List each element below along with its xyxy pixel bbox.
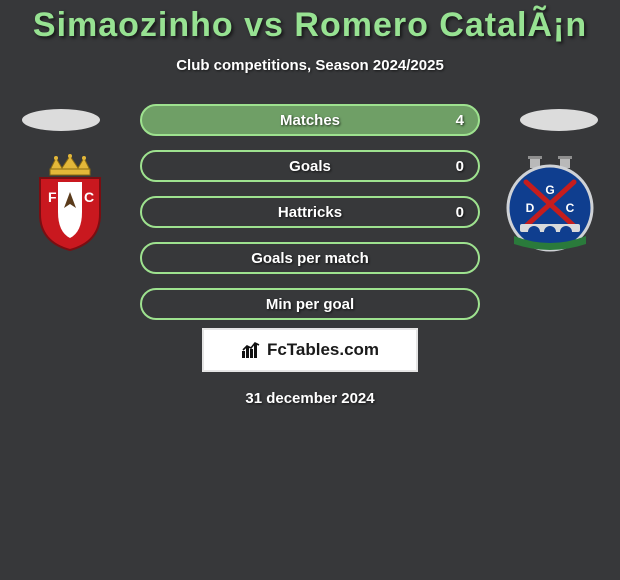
stat-row: Min per goal (140, 288, 480, 320)
stat-label: Hattricks (278, 204, 342, 221)
stat-value: 4 (456, 112, 464, 129)
stat-label: Matches (280, 112, 340, 129)
stat-row: Hattricks 0 (140, 196, 480, 228)
right-club-crest: G D C (500, 152, 600, 252)
stat-label: Min per goal (266, 296, 354, 313)
site-brand-text: FcTables.com (267, 340, 379, 360)
page-title: Simaozinho vs Romero CatalÃ¡n (0, 0, 620, 45)
page-subtitle: Club competitions, Season 2024/2025 (0, 57, 620, 74)
right-flag-placeholder (520, 109, 598, 131)
svg-text:C: C (566, 201, 575, 215)
stat-value: 0 (456, 158, 464, 175)
svg-text:D: D (526, 201, 535, 215)
svg-text:G: G (545, 183, 554, 197)
comparison-area: F C G D C (0, 104, 620, 324)
stat-label: Goals (289, 158, 331, 175)
date-text: 31 december 2024 (0, 390, 620, 407)
stat-value: 0 (456, 204, 464, 221)
stat-row: Goals 0 (140, 150, 480, 182)
stat-row: Matches 4 (140, 104, 480, 136)
stat-label: Goals per match (251, 250, 369, 267)
svg-text:F: F (48, 189, 57, 205)
left-club-crest: F C (20, 152, 120, 252)
left-flag-placeholder (22, 109, 100, 131)
crown-icon (50, 154, 90, 175)
site-attribution: FcTables.com (202, 328, 418, 372)
stat-row: Goals per match (140, 242, 480, 274)
stats-list: Matches 4 Goals 0 Hattricks 0 Goals per match M… (140, 104, 480, 334)
bars-icon (241, 341, 263, 359)
svg-text:C: C (84, 189, 94, 205)
